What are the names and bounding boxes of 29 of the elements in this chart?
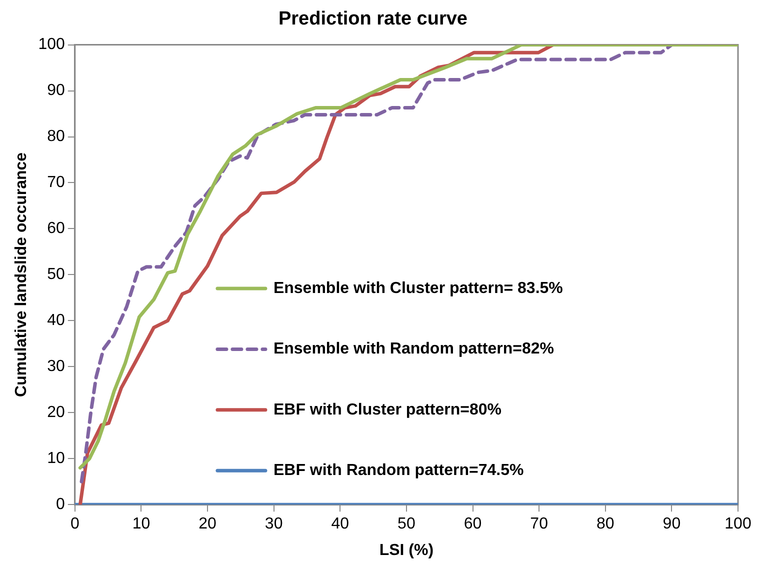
x-tick-label: 70 — [530, 516, 548, 533]
legend-label: EBF with Random pattern=74.5% — [273, 462, 524, 479]
x-tick-label: 60 — [464, 516, 482, 533]
y-tick-label: 20 — [47, 404, 65, 422]
x-tick-label: 20 — [198, 516, 217, 533]
y-tick-label: 50 — [47, 266, 65, 284]
x-tick-label: 30 — [264, 516, 283, 533]
y-tick-label: 60 — [47, 220, 65, 238]
chart-title: Prediction rate curve — [278, 8, 468, 30]
x-tick-label: 90 — [662, 516, 681, 533]
legend-label: Ensemble with Cluster pattern= 83.5% — [273, 280, 563, 297]
x-axis-title: LSI (%) — [379, 542, 434, 559]
legend-label: Ensemble with Random pattern=82% — [273, 340, 554, 358]
y-tick-label: 100 — [38, 36, 65, 54]
x-tick-label: 40 — [331, 516, 350, 533]
y-tick-label: 70 — [47, 174, 65, 192]
y-tick-label: 0 — [56, 496, 65, 514]
y-tick-label: 30 — [47, 358, 65, 376]
x-tick-label: 50 — [398, 516, 416, 533]
y-tick-label: 40 — [47, 312, 65, 330]
x-tick-label: 0 — [70, 516, 80, 533]
x-tick-label: 10 — [132, 516, 150, 533]
x-tick-label: 80 — [596, 516, 614, 533]
x-tick-label: 100 — [724, 516, 752, 533]
y-tick-label: 90 — [47, 82, 65, 100]
y-axis-title: Cumulative landslide occurance — [13, 152, 30, 397]
y-tick-label: 10 — [47, 450, 65, 468]
y-tick-label: 80 — [47, 128, 65, 146]
legend-label: EBF with Cluster pattern=80% — [273, 401, 502, 418]
